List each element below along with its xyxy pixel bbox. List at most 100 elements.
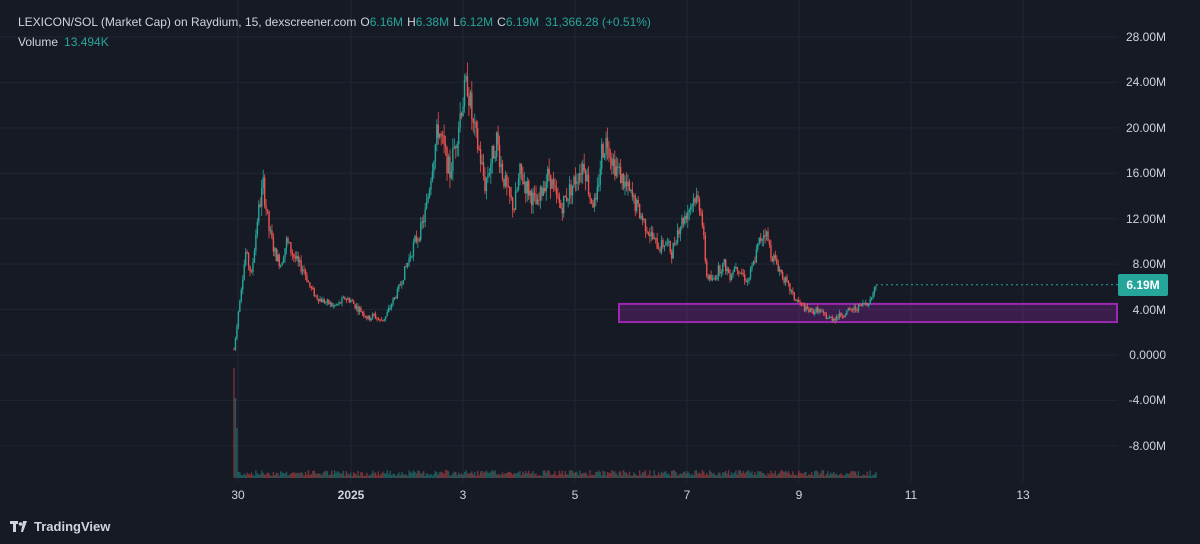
candle-body — [586, 174, 588, 182]
candle-body — [380, 319, 383, 321]
support-zone-rectangle[interactable] — [618, 302, 1118, 324]
volume-bar — [611, 470, 613, 478]
volume-bar — [293, 472, 295, 478]
close-key: C — [497, 15, 506, 29]
candle-body — [668, 241, 670, 243]
volume-bar — [673, 470, 676, 478]
candle-body — [402, 280, 404, 285]
volume-bar — [471, 471, 473, 478]
volume-bar — [332, 474, 334, 478]
volume-bar — [589, 470, 591, 478]
candle-body — [329, 302, 331, 305]
chart-pane[interactable]: LEXICON/SOL (Market Cap) on Raydium, 15,… — [0, 0, 1118, 482]
tradingview-logo[interactable]: TradingView — [10, 519, 110, 534]
candle-body — [770, 244, 772, 258]
volume-bar — [593, 474, 596, 478]
candle-body — [287, 238, 289, 243]
candle-body — [599, 168, 601, 185]
candle-body — [361, 312, 364, 314]
candle-body — [279, 265, 282, 267]
candle-body — [841, 316, 844, 318]
candle-body — [711, 278, 714, 281]
candle-body — [679, 227, 682, 235]
candle-body — [469, 92, 472, 106]
volume-bar — [726, 473, 728, 478]
volume-bar — [781, 470, 784, 478]
volume-bar — [472, 474, 474, 478]
volume-bar — [723, 472, 725, 478]
candle-body — [582, 163, 584, 175]
volume-bar — [668, 473, 670, 478]
volume-bar — [465, 470, 467, 478]
candle-body — [713, 278, 715, 280]
candle-body — [795, 299, 797, 301]
candle-body — [315, 295, 317, 297]
volume-bar — [335, 472, 337, 478]
volume-bar — [275, 472, 278, 478]
volume-bar — [414, 471, 416, 478]
volume-bar — [290, 473, 292, 478]
price-chart[interactable] — [0, 0, 1118, 482]
candle-body — [704, 235, 706, 261]
candle-body — [850, 308, 852, 310]
candle-body — [430, 180, 432, 190]
candle-body — [519, 163, 521, 179]
price-tick-label: 24.00M — [1125, 75, 1166, 90]
volume-bar — [444, 470, 447, 478]
volume-bar — [500, 474, 502, 478]
volume-bar — [532, 470, 534, 478]
volume-bar — [584, 472, 587, 478]
candle-body — [433, 161, 435, 172]
volume-bar — [649, 470, 651, 478]
volume-bar — [259, 474, 261, 478]
volume-bar — [297, 472, 299, 478]
close-value: 6.19M — [505, 15, 540, 29]
tradingview-icon — [10, 520, 27, 532]
candle-body — [326, 299, 329, 303]
volume-bar — [824, 475, 826, 478]
volume-bar — [274, 474, 276, 478]
candle-body — [383, 318, 385, 321]
volume-bar — [242, 475, 244, 478]
volume-bar — [774, 470, 777, 478]
volume-bar — [834, 474, 836, 478]
time-axis[interactable]: 30 2025 3 5 7 9 11 13 — [0, 482, 1200, 512]
volume-bar — [567, 474, 569, 478]
candle-body — [822, 311, 825, 313]
volume-bar — [795, 474, 797, 478]
volume-bar — [684, 471, 686, 478]
volume-bar — [316, 474, 318, 478]
candle-body — [671, 251, 673, 259]
volume-bar — [306, 474, 308, 478]
volume-bar — [452, 473, 454, 478]
candle-body — [811, 308, 813, 310]
candle-body — [339, 302, 342, 304]
candle-body — [479, 148, 482, 164]
candle-body — [345, 299, 348, 301]
volume-bar — [765, 475, 768, 478]
volume-bar — [806, 475, 809, 478]
volume-bar — [279, 471, 282, 478]
candle-body — [654, 237, 657, 239]
candle-body — [323, 299, 326, 304]
candle-body — [780, 269, 782, 273]
volume-bar — [722, 472, 724, 478]
candle-body — [814, 312, 816, 315]
volume-bar — [857, 471, 860, 478]
candle-body — [764, 235, 766, 237]
volume-bar — [641, 472, 644, 478]
candle-body — [424, 208, 426, 223]
candle-body — [816, 307, 819, 313]
candle-body — [783, 278, 785, 283]
candle-body — [466, 76, 469, 97]
volume-bar — [331, 470, 333, 478]
candle-body — [350, 300, 352, 303]
volume-bar — [266, 472, 269, 478]
candle-body — [240, 289, 242, 302]
price-axis[interactable]: 28.00M 24.00M 20.00M 16.00M 12.00M 8.00M 4.00M… — [1118, 0, 1200, 482]
candle-body — [341, 298, 343, 304]
volume-bar — [387, 474, 390, 478]
volume-bar — [463, 472, 466, 478]
volume-bar — [453, 471, 456, 478]
candle-body — [385, 316, 387, 319]
